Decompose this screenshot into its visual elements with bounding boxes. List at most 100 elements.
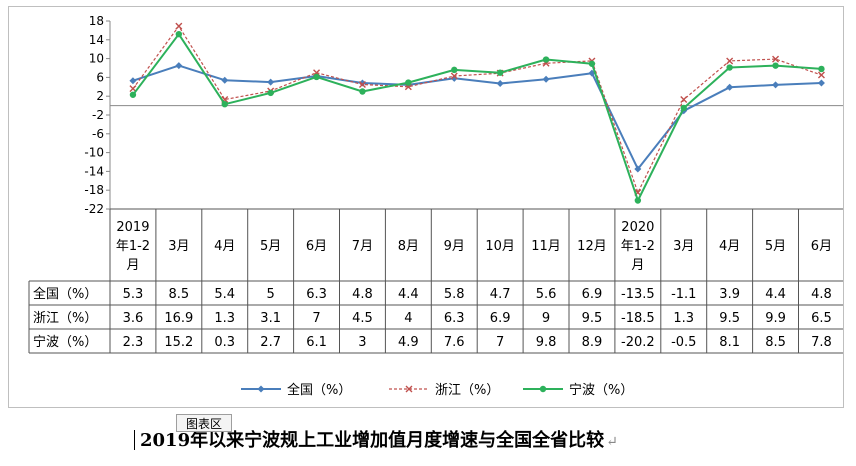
legend-key-marker: [405, 385, 413, 393]
table-cell: 5.8: [444, 287, 465, 302]
y-tick-label: -10: [84, 146, 104, 160]
data-point: [359, 88, 366, 95]
table-cell: 6.3: [444, 311, 465, 326]
table-cell: -0.5: [671, 335, 696, 350]
x-category-label: 8月: [398, 239, 419, 254]
table-cell: 7.6: [444, 335, 465, 350]
table-cell: 4.9: [398, 335, 419, 350]
table-cell: 6.5: [811, 311, 832, 326]
table-cell: 7: [496, 335, 504, 350]
data-point: [680, 95, 688, 103]
table-cell: 3.9: [719, 287, 740, 302]
table-cell: 9: [542, 311, 550, 326]
x-category-label: 11月: [531, 239, 561, 254]
table-cell: 2.7: [260, 335, 281, 350]
table-cell: 5.3: [123, 287, 144, 302]
data-point: [313, 73, 320, 81]
data-point: [726, 64, 733, 71]
data-point: [772, 55, 780, 63]
data-point: [542, 56, 550, 63]
y-tick-label: -2: [92, 108, 104, 122]
data-point: [175, 62, 183, 70]
data-point: [680, 104, 687, 112]
x-category-label: 5月: [260, 239, 281, 254]
table-cell: 8.1: [719, 335, 740, 350]
table-cell: 6.9: [490, 311, 511, 326]
table-cell: 6.1: [306, 335, 327, 350]
data-point: [634, 197, 642, 204]
text-cursor: [134, 430, 135, 450]
table-cell: 5.6: [536, 287, 557, 302]
data-point: [129, 91, 137, 98]
chart-area-tag[interactable]: 图表区: [176, 414, 232, 432]
legend-entry: 宁波（%）: [569, 382, 633, 398]
data-point: [496, 69, 504, 76]
y-tick-label: -18: [84, 183, 104, 197]
x-category-label: 10月: [485, 239, 515, 254]
data-point: [267, 89, 274, 97]
legend-entry: 全国（%）: [287, 382, 351, 398]
table-cell: 4.5: [352, 311, 373, 326]
data-point: [818, 65, 825, 73]
series-line: [132, 33, 822, 202]
y-tick-label: -6: [92, 127, 104, 141]
table-cell: 9.5: [719, 311, 740, 326]
line-chart: 18 14 10 6 2 -2 -6 -10 -14 -18 -22 2019 年1-2 月 3月 4月 5月 6…: [28, 14, 843, 398]
table-cell: 6.9: [582, 287, 603, 302]
x-category-label: 3月: [673, 239, 694, 254]
x-category-label: 4月: [214, 239, 235, 254]
data-point: [175, 22, 183, 30]
x-category-label: 12月: [577, 239, 607, 254]
series-line: [132, 25, 822, 194]
table-cell: -1.1: [671, 287, 696, 302]
return-mark: ↵: [606, 434, 618, 450]
legend-entry: 浙江（%）: [435, 383, 499, 398]
table-cell: 2.3: [123, 335, 144, 350]
x-category-label: 7月: [352, 239, 373, 254]
data-point: [726, 57, 734, 65]
y-tick-label: 14: [89, 33, 104, 47]
data-point: [772, 81, 780, 89]
y-tick-label: 18: [89, 14, 104, 28]
table-row-label: 全国（%）: [33, 286, 97, 302]
table-cell: 7.8: [811, 335, 832, 350]
data-point: [451, 66, 458, 74]
legend-key-marker: [257, 385, 265, 393]
table-cell: 8.5: [765, 335, 786, 350]
data-point: [542, 75, 550, 83]
table-cell: 15.2: [164, 335, 193, 350]
table-cell: 9.8: [536, 335, 557, 350]
data-point: [358, 80, 366, 88]
data-point: [817, 79, 825, 87]
data-point: [405, 79, 412, 86]
y-tick-label: 10: [89, 52, 104, 66]
table-cell: 4: [404, 311, 412, 326]
y-tick-label: -14: [84, 164, 104, 178]
table-cell: 5.4: [214, 287, 235, 302]
data-point: [496, 80, 504, 88]
table-cell: 3.6: [123, 311, 144, 326]
table-cell: 3.1: [260, 311, 281, 326]
x-category-label: 4月: [719, 239, 740, 254]
table-cell: -20.2: [621, 335, 655, 350]
table-cell: 3: [358, 335, 366, 350]
table-cell: 0.3: [214, 335, 235, 350]
x-category-label: 6月: [306, 239, 327, 254]
table-row-label: 浙江（%）: [33, 311, 97, 326]
x-category-label: 2019 年1-2 月: [116, 220, 150, 273]
y-tick-label: 6: [96, 70, 104, 84]
data-point: [588, 60, 596, 67]
table-cell: -13.5: [621, 287, 655, 302]
y-tick-label: 2: [96, 89, 104, 103]
table-cell: 4.4: [765, 287, 786, 302]
table-cell: 7: [312, 311, 320, 326]
x-category-label: 3月: [168, 239, 189, 254]
data-point: [175, 30, 183, 38]
data-point: [772, 62, 779, 69]
data-point: [450, 74, 458, 82]
chart-frame: 18 14 10 6 2 -2 -6 -10 -14 -18 -22 2019 年1-2 月 3月 4月 5月 6…: [8, 6, 844, 408]
table-cell: 6.3: [306, 287, 327, 302]
data-point: [129, 77, 137, 85]
x-category-label: 2020 年1-2 月: [621, 220, 655, 273]
table-cell: 4.8: [352, 287, 373, 302]
